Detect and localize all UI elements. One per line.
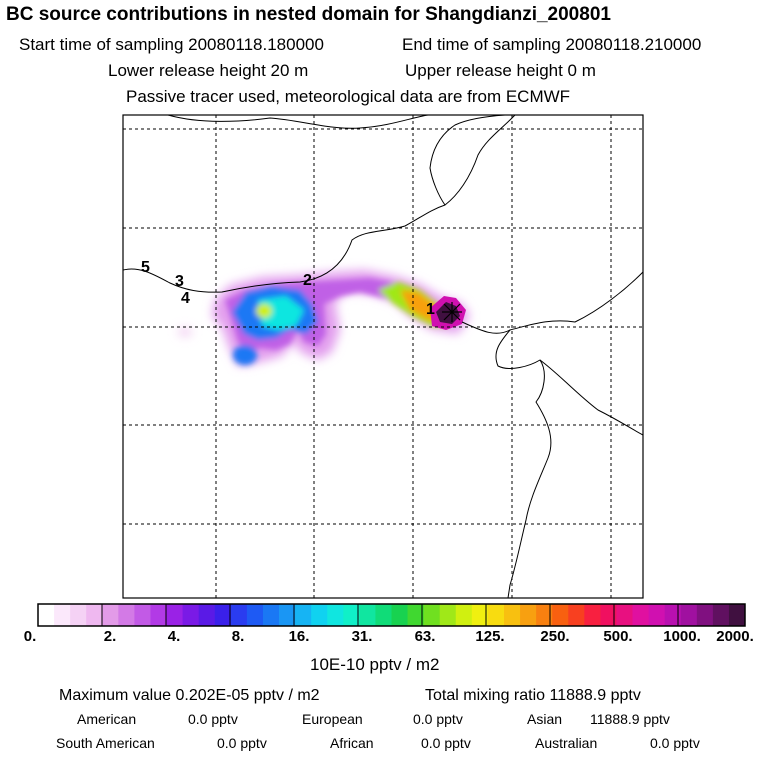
cb-tick-label: 125. [475,628,505,645]
colorbar-cell [150,604,167,626]
colorbar-cell [552,604,569,626]
colorbar-cell [343,604,360,626]
region-name: South American [56,735,155,751]
page-title: BC source contributions in nested domain… [6,4,611,25]
colorbar-cell [664,604,682,626]
receptor-site-icon [442,302,462,322]
colorbar-cell [520,604,537,626]
cb-tick-label: 0. [23,628,37,645]
colorbar-cell [375,604,392,626]
coastlines [122,114,644,599]
start-time-label: Start time of sampling 20080118.180000 [19,35,324,54]
region-name: African [330,735,374,751]
colorbar-cell [86,604,103,626]
marker-5: 5 [141,259,150,276]
region-name: European [302,711,363,727]
colorbar-cell [359,604,376,626]
cb-tick-label: 500. [603,628,633,645]
cb-tick-label: 2. [103,628,117,645]
colorbar-cell [262,604,280,626]
end-time-label: End time of sampling 20080118.210000 [402,35,702,54]
colorbar-cell [38,604,55,626]
total-mixing-label: Total mixing ratio 11888.9 pptv [425,687,641,704]
cb-tick-label: 2000. [716,628,754,645]
region-value: 0.0 pptv [650,735,700,751]
colorbar-cell [439,604,457,626]
colorbar-cell [118,604,135,626]
colorbar-cell [311,604,328,626]
cb-tick-label: 8. [231,628,245,645]
marker-1: 1 [426,301,435,318]
map-grid [123,115,643,598]
colorbar-cell [536,604,553,626]
upper-release-label: Upper release height 0 m [405,61,596,80]
cb-tick-label: 4. [167,628,181,645]
cb-tick-label: 31. [351,628,373,645]
colorbar-cell [102,604,119,626]
colorbar-cell [616,604,633,626]
colorbar-unit: 10E-10 pptv / m2 [310,655,440,674]
colorbar-cell [584,604,601,626]
cb-tick-label: 16. [288,628,310,645]
region-value: 0.0 pptv [217,735,267,751]
colorbar-frame [37,603,746,627]
colorbar-cell [391,604,408,626]
plume-peak [430,296,466,330]
colorbar-cell [696,604,714,626]
marker-2: 2 [303,272,312,289]
colorbar [38,604,746,626]
colorbar-cell [600,604,617,626]
marker-3: 3 [175,273,184,290]
region-value: 11888.9 pptv [590,711,670,727]
colorbar-cell [632,604,649,626]
colorbar-cell [487,604,505,626]
cb-tick-label: 250. [540,628,570,645]
plume-inner [225,278,455,365]
colorbar-cell [728,604,746,626]
colorbar-cell [246,604,264,626]
plume-field [178,270,470,366]
colorbar-cell [70,604,87,626]
colorbar-cell [471,604,489,626]
colorbar-cell [327,604,344,626]
colorbar-cell [648,604,666,626]
colorbar-cell [54,604,71,626]
colorbar-cell [166,604,184,626]
colorbar-cell [503,604,521,626]
colorbar-cell [407,604,425,626]
cb-tick-label: 1000. [663,628,701,645]
colorbar-cell [198,604,216,626]
region-value: 0.0 pptv [421,735,471,751]
marker-4: 4 [181,290,190,307]
colorbar-ticks [101,604,679,626]
colorbar-cell [134,604,151,626]
colorbar-cell [455,604,473,626]
colorbar-cell [295,604,312,626]
colorbar-cell [230,604,248,626]
region-name: American [77,711,137,727]
region-name: Australian [535,735,598,751]
colorbar-cell [568,604,585,626]
cb-tick-label: 63. [414,628,436,645]
region-name: Asian [527,711,563,727]
colorbar-cell [712,604,730,626]
colorbar-cell [423,604,441,626]
map-markers: 1 2 3 4 5 [141,259,435,318]
colorbar-cell [279,604,296,626]
region-value: 0.0 pptv [188,711,238,727]
lower-release-label: Lower release height 20 m [108,61,309,80]
region-value: 0.0 pptv [413,711,463,727]
map-frame [122,114,644,599]
tracer-note: Passive tracer used, meteorological data… [126,87,571,106]
colorbar-cell [214,604,232,626]
max-value-label: Maximum value 0.202E-05 pptv / m2 [59,687,320,704]
colorbar-cell [680,604,698,626]
colorbar-cell [182,604,200,626]
